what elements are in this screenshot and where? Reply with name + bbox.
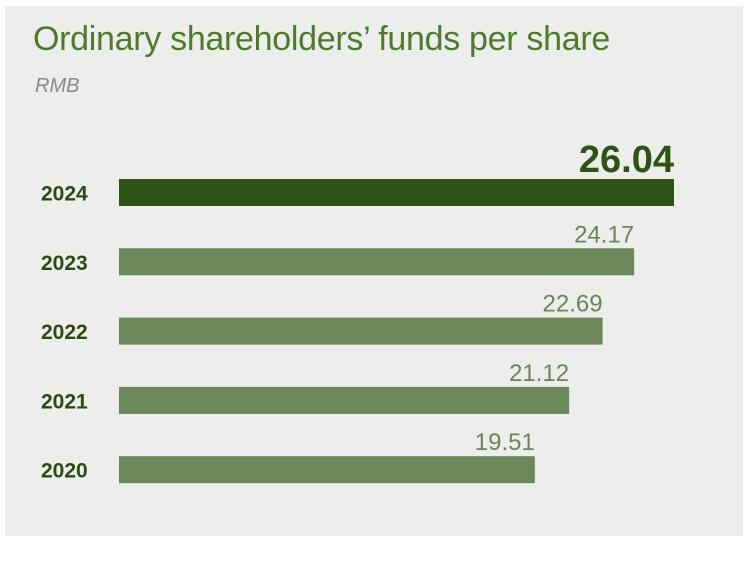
- value-label-2022: 22.69: [543, 291, 603, 318]
- value-label-2024: 26.04: [579, 139, 674, 181]
- category-label-2024: 2024: [41, 183, 88, 206]
- bar-2023: [119, 248, 635, 276]
- bar-2022: [119, 317, 603, 345]
- bar-2020: [119, 456, 535, 484]
- value-label-2023: 24.17: [574, 221, 634, 248]
- chart-title: Ordinary shareholders’ funds per share: [33, 20, 610, 58]
- category-label-2020: 2020: [41, 460, 88, 483]
- category-label-2021: 2021: [41, 390, 88, 413]
- bar-2021: [119, 386, 570, 414]
- value-label-2020: 19.51: [475, 429, 535, 456]
- category-label-2022: 2022: [41, 321, 88, 344]
- chart-unit-label: RMB: [35, 75, 80, 97]
- category-label-2023: 2023: [41, 252, 88, 275]
- value-label-2021: 21.12: [509, 360, 569, 387]
- bar-2024: [119, 179, 674, 206]
